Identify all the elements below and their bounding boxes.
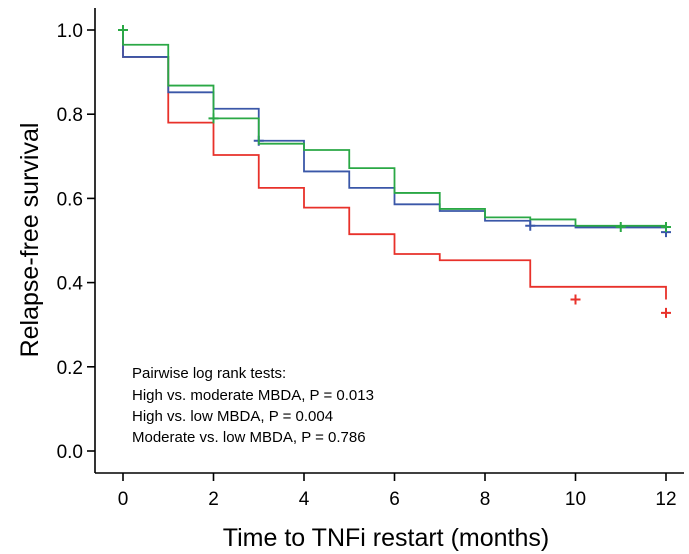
censor-mark	[661, 307, 671, 318]
annotation-line: Pairwise log rank tests:	[132, 365, 286, 382]
y-tick-label: 0.6	[57, 189, 83, 210]
annotation-block: Pairwise log rank tests: High vs. modera…	[132, 365, 374, 446]
survival-curve	[122, 30, 667, 228]
x-tick-label: 6	[389, 489, 400, 510]
x-tick-label: 12	[655, 489, 676, 510]
x-tick-label: 4	[299, 489, 310, 510]
y-tick-label: 1.0	[57, 21, 83, 42]
x-tick-label: 0	[118, 489, 129, 510]
y-tick-label: 0.2	[57, 358, 83, 379]
censor-mark	[570, 294, 581, 305]
y-tick-label: 0.8	[57, 105, 83, 126]
x-axis-title: Time to TNFi restart (months)	[223, 524, 549, 552]
censor-mark	[525, 220, 536, 231]
survival-curve	[122, 30, 667, 233]
censor-mark	[118, 25, 128, 35]
x-tick-label: 2	[208, 489, 219, 510]
x-ticks: 0 2 4 6 8 10 12	[118, 473, 677, 510]
annotation-line: Moderate vs. low MBDA, P = 0.786	[132, 429, 366, 446]
survival-curve	[122, 30, 667, 300]
y-tick-label: 0.0	[57, 442, 83, 463]
y-tick-label: 0.4	[57, 274, 84, 295]
censor-mark	[208, 113, 219, 124]
y-ticks: 0.0 0.2 0.4 0.6 0.8 1.0	[57, 21, 95, 463]
y-axis-title: Relapse-free survival	[16, 123, 44, 358]
x-tick-label: 8	[480, 489, 491, 510]
annotation-line: High vs. low MBDA, P = 0.004	[132, 408, 333, 425]
annotation-line: High vs. moderate MBDA, P = 0.013	[132, 387, 374, 404]
censor-mark	[615, 222, 626, 233]
plot-series	[118, 25, 671, 318]
censor-mark	[661, 222, 671, 233]
x-tick-label: 10	[565, 489, 586, 510]
